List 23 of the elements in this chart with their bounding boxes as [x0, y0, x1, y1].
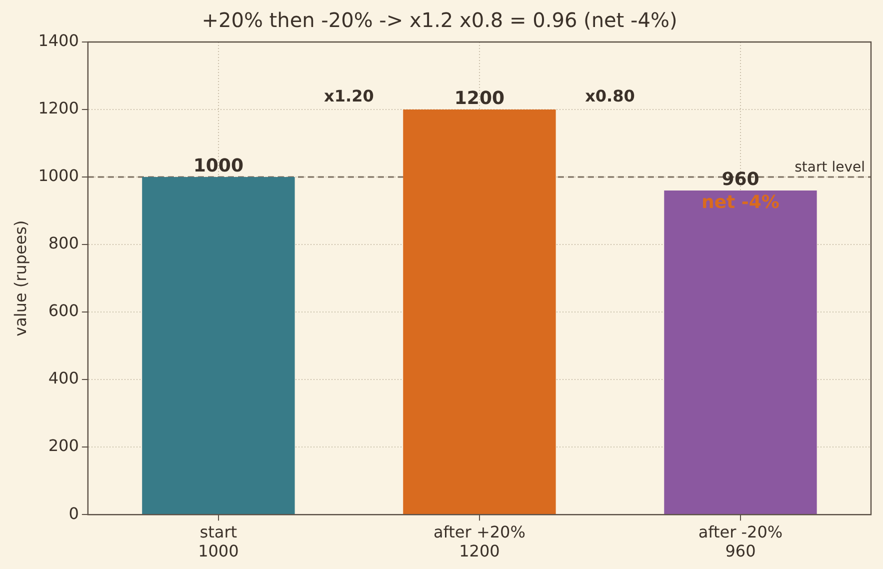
y-tick-label: 0 [68, 504, 79, 523]
chart-title: +20% then -20% -> x1.2 x0.8 = 0.96 (net -4%) [202, 8, 678, 32]
y-tick-label: 600 [48, 301, 79, 320]
data-label: 1000 [193, 156, 244, 177]
y-tick-label: 1400 [38, 31, 79, 50]
ref-line-label: start level [794, 160, 865, 176]
bar [142, 177, 295, 514]
x-tick-label: after -20% 960 [698, 522, 783, 561]
y-tick-label: 800 [48, 234, 79, 253]
annotation: x0.80 [585, 86, 635, 106]
data-label: 1200 [454, 88, 505, 110]
y-tick-label: 200 [48, 436, 79, 456]
data-label: 960 [722, 169, 760, 190]
y-tick-label: 1000 [38, 166, 79, 186]
x-tick-label: start 1000 [198, 522, 239, 561]
x-tick-label: after +20% 1200 [434, 522, 526, 561]
annotation: net -4% [702, 192, 780, 214]
bar [664, 190, 817, 514]
y-tick-label: 400 [48, 368, 79, 388]
y-axis-title: value (rupees) [10, 220, 30, 336]
y-tick-label: 1200 [38, 98, 79, 118]
annotation: x1.20 [324, 86, 374, 106]
bar [403, 110, 556, 514]
